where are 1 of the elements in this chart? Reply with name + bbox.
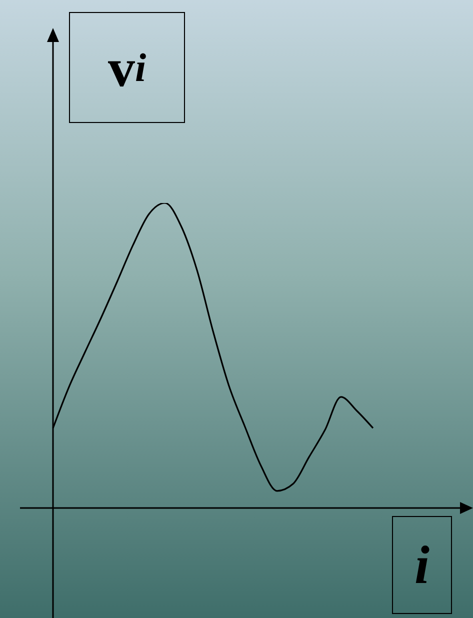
x-axis-title: i [392, 516, 452, 614]
